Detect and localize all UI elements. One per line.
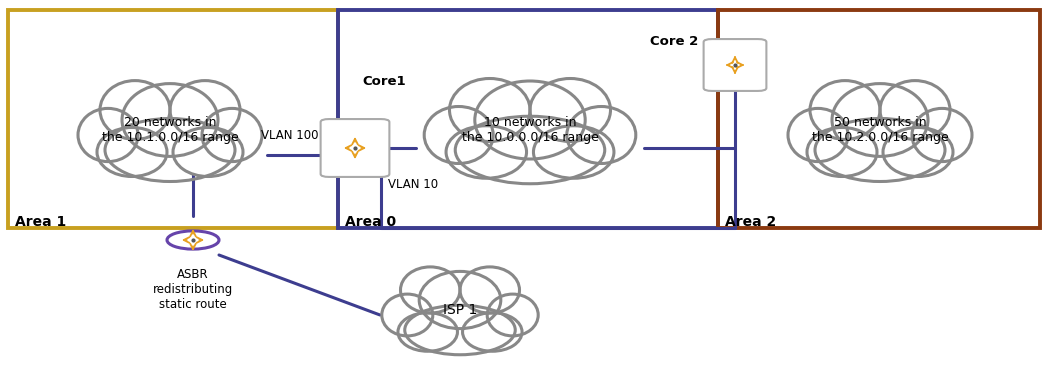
- Ellipse shape: [381, 294, 433, 336]
- Ellipse shape: [455, 116, 605, 184]
- Ellipse shape: [122, 84, 218, 156]
- Text: VLAN 100: VLAN 100: [261, 129, 319, 142]
- Ellipse shape: [398, 313, 457, 351]
- Text: ASBR
redistributing
static route: ASBR redistributing static route: [153, 268, 233, 311]
- Ellipse shape: [202, 108, 262, 161]
- Circle shape: [167, 231, 219, 249]
- Ellipse shape: [912, 108, 971, 161]
- Ellipse shape: [424, 106, 494, 164]
- Text: Core1: Core1: [362, 75, 406, 88]
- Ellipse shape: [832, 84, 927, 156]
- Ellipse shape: [450, 79, 530, 142]
- Ellipse shape: [815, 119, 945, 182]
- Text: 50 networks in
the 10.2.0.0/16 range: 50 networks in the 10.2.0.0/16 range: [811, 116, 948, 144]
- Text: Area 0: Area 0: [345, 215, 396, 229]
- Ellipse shape: [487, 294, 539, 336]
- Text: 10 networks in
the 10.0.0.0/16 range: 10 networks in the 10.0.0.0/16 range: [461, 116, 598, 144]
- Ellipse shape: [170, 81, 240, 139]
- Ellipse shape: [446, 126, 526, 178]
- Text: 20 networks in
the 10.1.0.0/16 range: 20 networks in the 10.1.0.0/16 range: [102, 116, 238, 144]
- Ellipse shape: [880, 81, 949, 139]
- Text: Area 2: Area 2: [725, 215, 777, 229]
- Ellipse shape: [567, 106, 636, 164]
- Ellipse shape: [105, 119, 235, 182]
- Text: Core 2: Core 2: [650, 35, 698, 48]
- FancyBboxPatch shape: [321, 119, 390, 177]
- Ellipse shape: [788, 108, 848, 161]
- Ellipse shape: [462, 313, 522, 351]
- Ellipse shape: [97, 127, 167, 177]
- Ellipse shape: [533, 126, 614, 178]
- Ellipse shape: [419, 272, 501, 328]
- Ellipse shape: [460, 267, 520, 313]
- Text: VLAN 10: VLAN 10: [388, 178, 438, 191]
- Ellipse shape: [475, 81, 585, 159]
- Ellipse shape: [100, 81, 170, 139]
- Ellipse shape: [78, 108, 138, 161]
- Ellipse shape: [810, 81, 880, 139]
- Ellipse shape: [530, 79, 611, 142]
- Text: ISP 1: ISP 1: [443, 303, 477, 317]
- Ellipse shape: [400, 267, 460, 313]
- Ellipse shape: [173, 127, 243, 177]
- Ellipse shape: [405, 305, 516, 355]
- Text: Area 1: Area 1: [15, 215, 66, 229]
- FancyBboxPatch shape: [703, 39, 766, 91]
- Ellipse shape: [807, 127, 877, 177]
- Ellipse shape: [883, 127, 953, 177]
